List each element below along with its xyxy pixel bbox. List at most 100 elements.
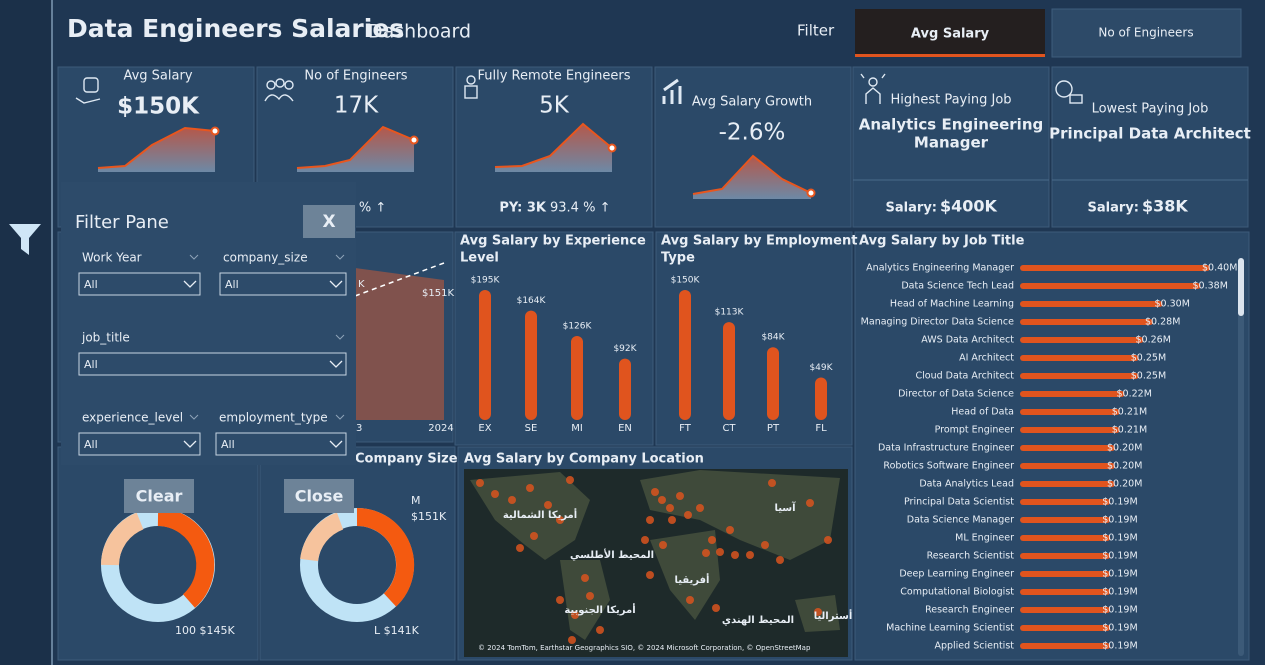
map-point	[731, 551, 739, 559]
data-label: $84K	[761, 333, 785, 343]
dropdown[interactable]	[78, 352, 347, 376]
bar	[525, 310, 537, 420]
scroll-thumb[interactable]	[1238, 258, 1244, 316]
trend-line	[354, 262, 445, 297]
kpi-label: Avg Salary	[123, 69, 192, 84]
data-label: $0.25M	[1131, 371, 1166, 382]
bar	[1020, 463, 1115, 469]
y-tick-label: Research Scientist	[927, 551, 1015, 562]
bar	[1020, 607, 1111, 613]
field-collapse	[335, 334, 345, 340]
data-label: $195K	[471, 276, 501, 286]
data-label: $0.19M	[1102, 605, 1137, 616]
data-label: $0.25M	[1131, 353, 1166, 364]
tab-button[interactable]	[1051, 8, 1242, 58]
data-label: $0.30M	[1155, 299, 1190, 310]
close-button[interactable]	[284, 479, 354, 513]
dropdown-chevron[interactable]	[329, 360, 343, 368]
data-label: $92K	[613, 344, 637, 354]
dropdown[interactable]	[219, 272, 347, 296]
x-tick-label: 2024	[428, 423, 453, 434]
bar	[1020, 535, 1111, 541]
dropdown-chevron[interactable]	[329, 440, 343, 448]
map-points	[476, 476, 832, 644]
y-tick-label: Research Engineer	[925, 605, 1014, 616]
y-tick-label: Data Science Tech Lead	[901, 281, 1014, 292]
kpi-label: No of Engineers	[304, 69, 407, 84]
bar	[571, 336, 583, 420]
tab-label[interactable]: No of Engineers	[1098, 26, 1193, 40]
dropdown-chevron[interactable]	[183, 440, 197, 448]
data-label: K	[358, 279, 365, 290]
scrollbar[interactable]	[1238, 258, 1244, 656]
data-label: $0.21M	[1112, 407, 1147, 418]
map-attribution: © 2024 TomTom, Earthstar Geographics SIO…	[478, 644, 811, 652]
y-tick-label: Data Science Manager	[907, 515, 1014, 526]
bar	[1020, 337, 1144, 343]
data-label: $0.19M	[1102, 587, 1137, 598]
filter-icon[interactable]	[9, 224, 41, 255]
sparklines	[97, 122, 816, 199]
data-label: $0.19M	[1102, 641, 1137, 652]
data-label: $0.22M	[1117, 389, 1152, 400]
dropdown-value[interactable]: All	[225, 278, 239, 291]
close-x-button[interactable]	[303, 205, 355, 238]
bar	[1020, 445, 1115, 451]
x-tick-label: CT	[722, 423, 736, 434]
panel-title: Company Size	[355, 452, 458, 467]
tab-label[interactable]: Avg Salary	[911, 27, 990, 42]
y-tick-label: Head of Data	[951, 407, 1014, 418]
map-point	[586, 592, 594, 600]
map-point	[712, 604, 720, 612]
map-point	[824, 536, 832, 544]
clear-button[interactable]	[124, 479, 194, 513]
x-tick-label: MI	[571, 423, 583, 434]
map-point	[556, 596, 564, 604]
x-tick-label: EN	[618, 423, 632, 434]
dropdown[interactable]	[215, 432, 347, 456]
kpi-card	[852, 66, 1050, 228]
dropdown-value[interactable]: All	[84, 358, 98, 371]
charts: Avg Salary by Experience Level $195K EX $164…	[460, 234, 1237, 652]
dropdown-chevron[interactable]	[329, 280, 343, 288]
dropdown[interactable]	[78, 432, 201, 456]
data-label: $0.28M	[1145, 317, 1180, 328]
tab-button[interactable]	[855, 9, 1045, 57]
y-tick-label: ML Engineer	[955, 533, 1014, 544]
dropdown-chevron[interactable]	[183, 280, 197, 288]
filter-fields: Work Year All company_size All job_title All e…	[78, 251, 347, 456]
job-title: Principal Data Architect	[1049, 125, 1251, 143]
clear-label[interactable]: Clear	[136, 487, 183, 506]
kpi-card	[654, 66, 852, 228]
data-label: $0.20M	[1107, 443, 1142, 454]
dropdown-value[interactable]: All	[84, 438, 98, 451]
field-collapse	[335, 414, 345, 420]
map-point	[581, 574, 589, 582]
dropdown-value[interactable]: All	[221, 438, 235, 451]
data-label: $126K	[563, 322, 593, 332]
map-point	[651, 488, 659, 496]
dropdown[interactable]	[78, 272, 201, 296]
bar	[1020, 427, 1120, 433]
data-label: $0.19M	[1102, 515, 1137, 526]
field-collapse	[189, 414, 199, 420]
data-label: $0.19M	[1102, 497, 1137, 508]
y-tick-label: Applied Scientist	[934, 641, 1014, 652]
kpi-label: Fully Remote Engineers	[477, 69, 630, 84]
bar	[1020, 283, 1201, 289]
tab-underline	[855, 54, 1045, 57]
field-collapse	[189, 254, 199, 260]
close-x-label[interactable]: X	[322, 212, 335, 232]
data-label: $113K	[715, 308, 745, 318]
close-label[interactable]: Close	[295, 487, 344, 506]
dropdown-value[interactable]: All	[84, 278, 98, 291]
donut-label: 100 $145K	[175, 624, 235, 637]
kpi-card	[1051, 66, 1249, 228]
y-tick-label: Principal Data Scientist	[904, 497, 1014, 508]
field-collapse	[335, 254, 345, 260]
bar	[1020, 553, 1111, 559]
bar	[619, 358, 631, 420]
y-tick-label: Prompt Engineer	[935, 425, 1015, 436]
